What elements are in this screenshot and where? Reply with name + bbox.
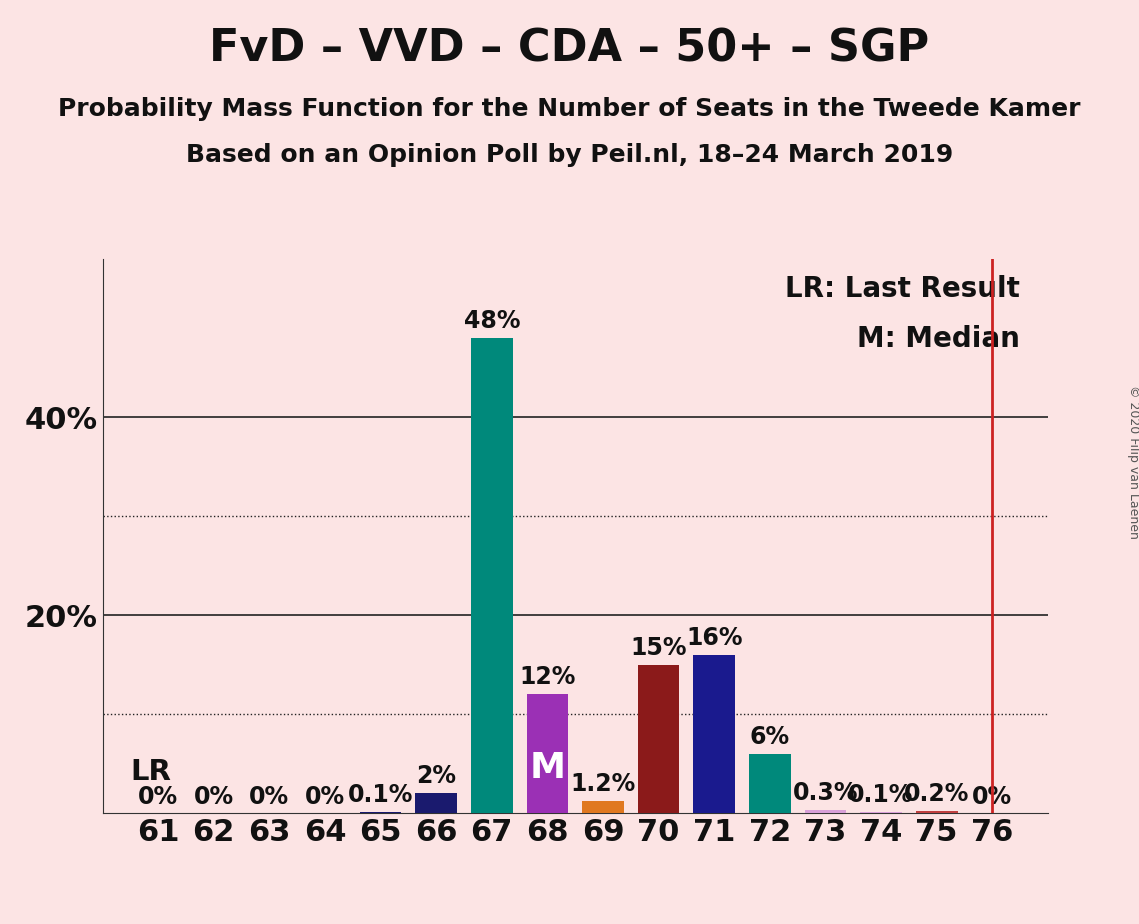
Bar xyxy=(416,794,457,813)
Text: 48%: 48% xyxy=(464,309,521,333)
Text: 16%: 16% xyxy=(686,626,743,650)
Text: © 2020 Filip van Laenen: © 2020 Filip van Laenen xyxy=(1126,385,1139,539)
Text: 6%: 6% xyxy=(749,724,789,748)
Text: LR: Last Result: LR: Last Result xyxy=(785,275,1019,303)
Text: 12%: 12% xyxy=(519,665,575,689)
Text: 0%: 0% xyxy=(249,785,289,809)
Bar xyxy=(804,810,846,813)
Bar xyxy=(582,801,624,813)
Text: 0.1%: 0.1% xyxy=(347,784,413,808)
Text: 0.2%: 0.2% xyxy=(904,783,969,806)
Bar xyxy=(638,664,680,813)
Text: 0.3%: 0.3% xyxy=(793,781,858,805)
Bar xyxy=(860,812,902,813)
Text: 15%: 15% xyxy=(630,636,687,660)
Text: LR: LR xyxy=(130,758,171,785)
Text: 0%: 0% xyxy=(138,785,178,809)
Text: 0%: 0% xyxy=(194,785,233,809)
Text: 0%: 0% xyxy=(305,785,345,809)
Text: 0%: 0% xyxy=(973,785,1013,809)
Text: 0.1%: 0.1% xyxy=(849,784,913,808)
Text: FvD – VVD – CDA – 50+ – SGP: FvD – VVD – CDA – 50+ – SGP xyxy=(210,28,929,71)
Bar xyxy=(470,338,513,813)
Bar xyxy=(694,655,735,813)
Bar xyxy=(749,754,790,813)
Bar xyxy=(526,694,568,813)
Bar xyxy=(360,812,401,813)
Text: 2%: 2% xyxy=(416,764,457,788)
Bar xyxy=(916,811,958,813)
Text: Probability Mass Function for the Number of Seats in the Tweede Kamer: Probability Mass Function for the Number… xyxy=(58,97,1081,121)
Text: Based on an Opinion Poll by Peil.nl, 18–24 March 2019: Based on an Opinion Poll by Peil.nl, 18–… xyxy=(186,143,953,167)
Text: M: Median: M: Median xyxy=(857,325,1019,353)
Text: M: M xyxy=(530,751,565,785)
Text: 1.2%: 1.2% xyxy=(571,772,636,796)
